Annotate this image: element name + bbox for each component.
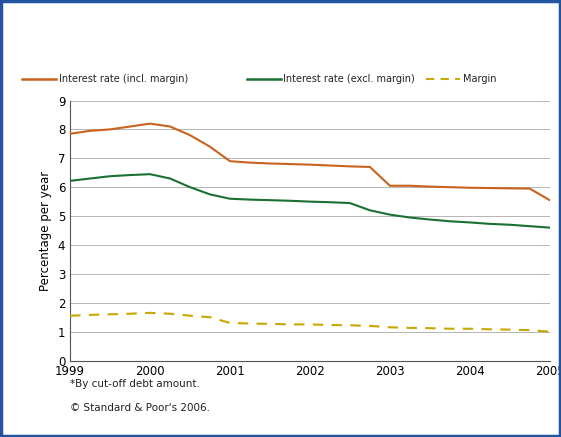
Text: Margin*: Margin* bbox=[10, 44, 61, 54]
Y-axis label: Percentage per year: Percentage per year bbox=[39, 170, 52, 291]
Text: *By cut-off debt amount.: *By cut-off debt amount. bbox=[70, 379, 200, 389]
Text: © Standard & Poor's 2006.: © Standard & Poor's 2006. bbox=[70, 403, 210, 413]
Text: Interest rate (incl. margin): Interest rate (incl. margin) bbox=[59, 74, 188, 84]
Text: Chart 1: Weighted-Average Interest Rate, Interest Rate Before Margin, and Loan: Chart 1: Weighted-Average Interest Rate,… bbox=[10, 14, 530, 24]
Text: Margin: Margin bbox=[463, 74, 496, 84]
Text: Interest rate (excl. margin): Interest rate (excl. margin) bbox=[283, 74, 415, 84]
